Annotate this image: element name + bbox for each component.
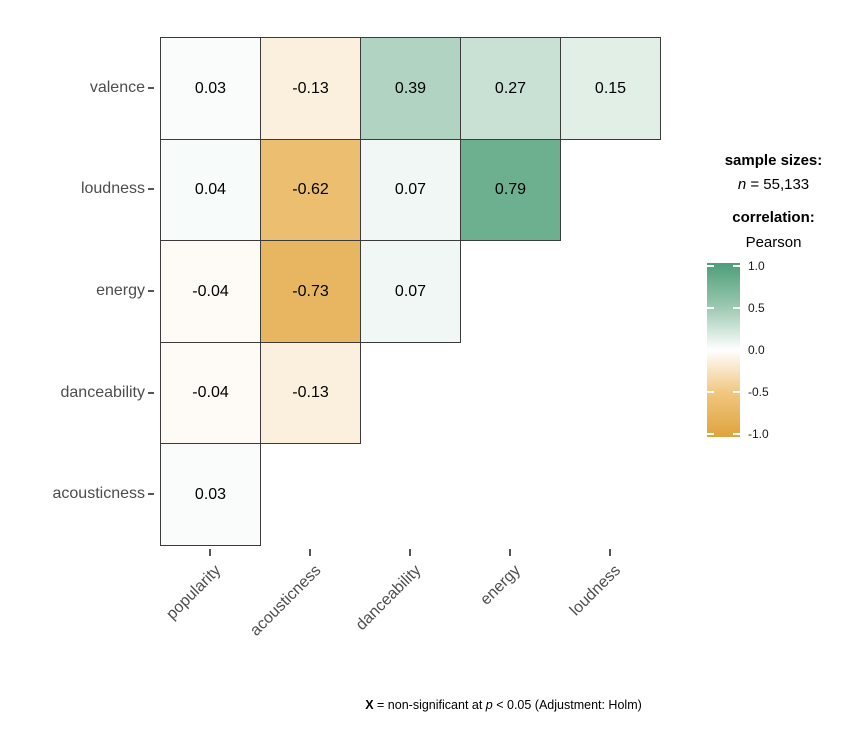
colorbar-tickmark	[733, 433, 740, 435]
colorbar-tickmark	[733, 307, 740, 309]
heatmap-cell: 0.39	[360, 37, 461, 140]
sample-sizes-title: sample sizes:	[724, 152, 823, 169]
caption-x-symbol: X	[365, 698, 374, 712]
colorbar-tick-label: 0.0	[748, 343, 765, 357]
cell-value: 0.15	[594, 79, 627, 97]
x-tick	[609, 549, 611, 556]
cell-value: -0.04	[192, 384, 229, 401]
heatmap-cell: 0.27	[460, 37, 561, 140]
cell-value: 0.07	[394, 181, 427, 198]
colorbar-tickmark	[707, 265, 714, 267]
x-axis-label-popularity: popularity	[162, 562, 225, 624]
heatmap-cell: -0.04	[160, 240, 261, 343]
heatmap-cell: 0.15	[560, 37, 661, 140]
cell-value: -0.62	[292, 181, 329, 198]
y-axis-label-energy: energy	[96, 282, 145, 299]
caption-p-symbol: p	[485, 698, 493, 712]
y-tick	[148, 493, 154, 495]
x-axis-label-acousticness: acousticness	[246, 562, 325, 640]
colorbar-tickmark	[733, 265, 740, 267]
correlation-method: Pearson	[745, 234, 802, 251]
caption-mid: = non-significant at	[373, 698, 486, 712]
y-axis-label-danceability: danceability	[60, 384, 146, 401]
caption: X = non-significant at p < 0.05 (Adjustm…	[0, 698, 857, 712]
heatmap-cell: 0.07	[360, 240, 461, 343]
y-axis-label-loudness: loudness	[80, 180, 145, 197]
cell-value: 0.39	[394, 79, 427, 97]
cell-value: 0.03	[194, 79, 227, 97]
y-tick	[148, 290, 154, 292]
colorbar-tick-label: -1.0	[748, 427, 769, 441]
colorbar-tick-label: -0.5	[748, 385, 769, 399]
correlation-title: correlation:	[732, 209, 815, 226]
x-tick	[309, 549, 311, 556]
x-axis-label-loudness: loudness	[566, 562, 625, 620]
heatmap-cell: -0.13	[260, 37, 361, 140]
heatmap-cell: 0.04	[160, 139, 261, 241]
y-axis-label-valence: valence	[89, 79, 145, 96]
cell-value: 0.07	[394, 282, 427, 300]
y-tick	[148, 188, 154, 190]
cell-value: 0.79	[494, 181, 527, 198]
heatmap-cell: 0.03	[160, 443, 261, 546]
cell-value: -0.13	[292, 384, 329, 401]
legend: sample sizes: n = 55,133 correlation: Pe…	[690, 0, 857, 460]
y-tick	[148, 87, 154, 89]
cell-value: -0.04	[192, 282, 229, 300]
colorbar-tickmark	[707, 307, 714, 309]
colorbar-tickmark	[733, 391, 740, 393]
heatmap-cell: -0.13	[260, 342, 361, 444]
colorbar-tickmark	[707, 433, 714, 435]
heatmap-cell: 0.79	[460, 139, 561, 241]
heatmap-panel: 0.03 -0.13 0.39 0.27 0.15 0.04 -0.62 0.07 0.79 -0…	[160, 37, 661, 546]
y-tick	[148, 392, 154, 394]
y-axis-label-acousticness: acousticness	[52, 485, 146, 502]
colorbar-tick-label: 0.5	[748, 301, 765, 315]
caption-rest: < 0.05 (Adjustment: Holm)	[492, 698, 642, 712]
x-axis-label-danceability: danceability	[352, 562, 425, 634]
x-tick	[209, 549, 211, 556]
cell-value: -0.13	[292, 79, 329, 97]
x-tick	[509, 549, 511, 556]
cell-value: -0.73	[292, 282, 329, 300]
colorbar	[707, 263, 740, 437]
heatmap-cell: 0.07	[360, 139, 461, 241]
heatmap-cell: -0.62	[260, 139, 361, 241]
n-value: = 55,133	[746, 176, 810, 193]
x-tick	[409, 549, 411, 556]
heatmap-cell: 0.03	[160, 37, 261, 140]
colorbar-tick-label: 1.0	[748, 259, 765, 273]
colorbar-tickmark	[707, 391, 714, 393]
cell-value: 0.27	[494, 79, 527, 97]
n-symbol: n	[737, 176, 747, 193]
cell-value: 0.03	[194, 485, 227, 503]
heatmap-cell: -0.04	[160, 342, 261, 444]
cell-value: 0.04	[194, 181, 227, 198]
x-axis-label-energy: energy	[477, 562, 525, 609]
sample-size-value: n = 55,133	[690, 176, 857, 193]
heatmap-cell: -0.73	[260, 240, 361, 343]
